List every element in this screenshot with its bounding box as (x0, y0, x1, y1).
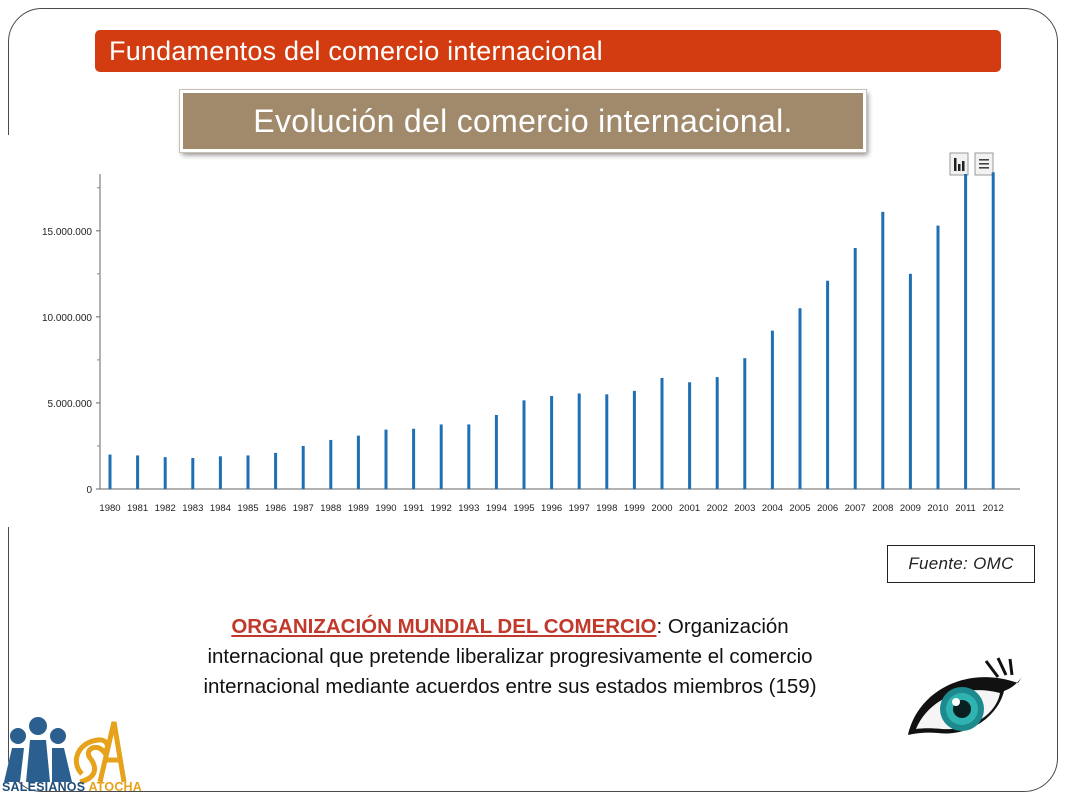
bar-1995[interactable] (522, 400, 526, 489)
x-tick-label: 1981 (127, 503, 148, 514)
x-tick-label: 2000 (651, 503, 672, 514)
bar-1988[interactable] (329, 439, 333, 489)
x-tick-label: 1983 (182, 503, 203, 514)
x-tick-label: 1990 (375, 503, 396, 514)
x-tick-label: 2005 (789, 503, 810, 514)
x-tick-label: 1992 (431, 503, 452, 514)
bar-1983[interactable] (191, 458, 195, 489)
bar-1985[interactable] (246, 455, 250, 489)
x-tick-label: 1998 (596, 503, 617, 514)
bar-2008[interactable] (881, 211, 885, 490)
x-tick-label: 1987 (293, 503, 314, 514)
bar-1999[interactable] (632, 390, 636, 489)
y-tick-label: 15.000.000 (42, 227, 92, 238)
bar-2000[interactable] (660, 377, 664, 489)
bar-1998[interactable] (605, 394, 609, 489)
x-tick-label: 2012 (983, 503, 1004, 514)
description-line1: : Organización (656, 615, 789, 638)
bar-2012[interactable] (991, 172, 995, 489)
x-tick-label: 2011 (955, 503, 975, 514)
x-tick-label: 2006 (817, 503, 838, 514)
bar-1987[interactable] (301, 445, 305, 489)
x-tick-label: 2004 (762, 503, 783, 514)
menu-list-icon[interactable] (974, 152, 994, 176)
x-tick-label: 1982 (155, 503, 176, 514)
slide-title: Fundamentos del comercio internacional (109, 35, 603, 66)
source-box: Fuente: OMC (887, 545, 1035, 583)
slide-subtitle: Evolución del comercio internacional. (253, 102, 793, 139)
bar-2009[interactable] (908, 273, 912, 489)
x-tick-label: 2009 (900, 503, 921, 514)
bar-1982[interactable] (163, 457, 167, 489)
x-tick-label: 1980 (99, 503, 120, 514)
x-tick-label: 1985 (237, 503, 258, 514)
bar-1994[interactable] (494, 414, 498, 489)
x-tick-label: 1996 (541, 503, 562, 514)
x-tick-label: 2007 (845, 503, 866, 514)
description-line3: internacional mediante acuerdos entre su… (203, 675, 817, 698)
bar-1996[interactable] (550, 396, 554, 489)
y-tick-label: 5.000.000 (48, 399, 93, 410)
x-tick-label: 1991 (403, 503, 424, 514)
bar-1984[interactable] (218, 456, 222, 489)
x-tick-label: 2001 (679, 503, 700, 514)
x-tick-label: 1986 (265, 503, 286, 514)
bar-2006[interactable] (826, 280, 830, 489)
x-tick-label: 1994 (486, 503, 507, 514)
eye-icon (908, 657, 1022, 735)
bar-1981[interactable] (136, 455, 140, 489)
bar-1990[interactable] (384, 429, 388, 489)
bar-1986[interactable] (274, 452, 278, 489)
y-tick-label: 10.000.000 (42, 313, 92, 324)
bar-1989[interactable] (356, 435, 360, 489)
bar-2002[interactable] (715, 377, 719, 489)
x-tick-label: 1997 (569, 503, 590, 514)
bar-1980[interactable] (108, 454, 112, 489)
bar-2001[interactable] (688, 382, 692, 489)
x-tick-label: 1995 (513, 503, 534, 514)
bar-2005[interactable] (798, 308, 802, 489)
bar-1992[interactable] (439, 424, 443, 489)
x-tick-label: 1988 (320, 503, 341, 514)
logo-text: SALESIANOS ATOCHA (2, 780, 142, 794)
x-tick-label: 1993 (458, 503, 479, 514)
y-tick-label: 0 (86, 485, 92, 496)
x-tick-label: 1999 (624, 503, 645, 514)
bar-2010[interactable] (936, 225, 940, 489)
bar-1993[interactable] (467, 424, 471, 489)
bar-2011[interactable] (964, 174, 968, 489)
x-tick-label: 1989 (348, 503, 369, 514)
bar-2004[interactable] (770, 330, 774, 489)
x-tick-label: 2008 (872, 503, 893, 514)
header-bar: Fundamentos del comercio internacional (95, 30, 1001, 72)
bar-2003[interactable] (743, 358, 747, 489)
source-label: Fuente: OMC (908, 554, 1014, 573)
description-line2: internacional que pretende liberalizar p… (207, 645, 813, 668)
subtitle-box: Evolución del comercio internacional. (179, 89, 867, 153)
trade-bar-chart: 0 5.000.000 10.000.000 15.000.000 1980 1981 1… (42, 152, 1020, 514)
bar-2007[interactable] (853, 248, 857, 489)
wto-heading[interactable]: ORGANIZACIÓN MUNDIAL DEL COMERCIO (231, 615, 657, 638)
x-tick-label: 1984 (210, 503, 231, 514)
bar-1997[interactable] (577, 393, 581, 489)
salesianos-logo (4, 717, 127, 785)
x-tick-label: 2002 (707, 503, 728, 514)
x-tick-label: 2003 (734, 503, 755, 514)
bar-chart-icon[interactable] (949, 152, 969, 176)
bar-1991[interactable] (412, 428, 416, 489)
x-tick-label: 2010 (927, 503, 948, 514)
description: ORGANIZACIÓN MUNDIAL DEL COMERCIO: Organ… (140, 612, 880, 702)
